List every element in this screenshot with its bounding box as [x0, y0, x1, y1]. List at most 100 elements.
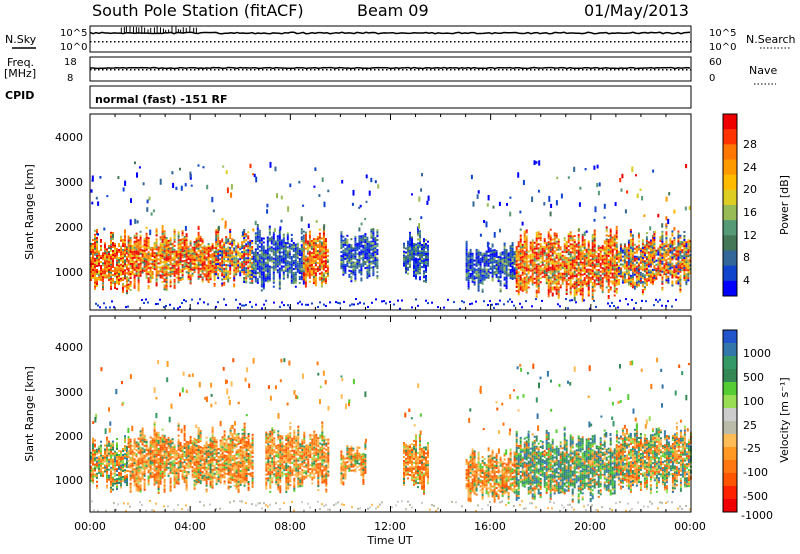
power-cell [324, 240, 327, 243]
power-cell [185, 247, 188, 250]
power-cell [609, 276, 612, 279]
power-cell [112, 254, 114, 256]
power-cell [155, 234, 158, 237]
power-cell [344, 255, 347, 258]
power-cell [491, 279, 494, 282]
power-cell [509, 263, 512, 266]
power-cell [252, 257, 255, 260]
power-cell [318, 234, 321, 237]
power-cell [539, 253, 542, 256]
power-cell [553, 258, 556, 261]
power-cell [122, 241, 124, 243]
power-cell [623, 253, 626, 256]
power-cell [487, 246, 490, 249]
nsearch-dot [446, 41, 448, 43]
power-cell [376, 257, 379, 260]
power-cell [300, 262, 303, 265]
power-cell [427, 195, 430, 201]
power-cell [112, 274, 114, 276]
power-cell [597, 277, 600, 280]
power-cell [151, 251, 154, 253]
power-cell [601, 289, 604, 292]
power-cell [557, 292, 560, 295]
power-cell [505, 271, 508, 274]
power-cell [493, 251, 496, 254]
power-cell [477, 285, 480, 288]
power-cell [503, 270, 506, 273]
power-cell [407, 248, 409, 251]
power-cell [185, 235, 188, 238]
power-cell [579, 261, 582, 264]
power-cell [108, 261, 110, 263]
power-cell [114, 268, 116, 271]
power-cell [243, 239, 246, 241]
nsearch-dot [150, 41, 152, 43]
power-cell [595, 275, 598, 278]
power-cell [290, 263, 293, 266]
power-cell [557, 262, 560, 265]
nsearch-dot [562, 41, 564, 43]
power-cell [364, 261, 367, 264]
power-cell [557, 282, 560, 285]
power-cell [147, 251, 150, 254]
power-cell [306, 252, 309, 255]
power-cell [260, 239, 263, 242]
power-cell [487, 264, 490, 267]
power-cell [511, 246, 514, 248]
power-cell [312, 278, 315, 281]
power-cell [352, 249, 355, 252]
power-cell [227, 254, 230, 257]
power-cell [344, 243, 347, 246]
power-cell [370, 242, 373, 245]
nsearch-dot [670, 41, 672, 43]
power-cell [278, 249, 281, 252]
power-cell [569, 233, 572, 236]
power-cell [280, 261, 283, 264]
power-cell [203, 261, 206, 264]
power-cell [567, 261, 570, 264]
power-cell [294, 267, 297, 270]
power-cell [503, 252, 506, 255]
power-cell [254, 278, 257, 281]
power-cell [489, 257, 492, 260]
power-cell [537, 237, 540, 240]
nsearch-dot [394, 41, 396, 43]
power-cell [229, 236, 232, 239]
power-cell [171, 256, 174, 259]
power-cell [155, 246, 158, 249]
power-cell [473, 267, 476, 270]
power-cell [376, 275, 379, 278]
power-cell [155, 276, 158, 279]
power-cell [163, 250, 166, 253]
power-cell [314, 284, 317, 287]
power-cell [603, 203, 606, 209]
nsearch-dot [662, 41, 664, 43]
power-cell [563, 279, 566, 282]
power-cell [217, 273, 220, 276]
power-cell [541, 271, 544, 274]
power-cell [278, 287, 281, 290]
power-cell [201, 238, 204, 241]
power-cell [557, 280, 560, 283]
power-cell [282, 233, 285, 236]
power-cell [577, 238, 580, 240]
power-cell [318, 262, 321, 265]
power-cell [533, 249, 536, 252]
power-cell [247, 251, 250, 254]
power-cell [205, 256, 208, 259]
nsearch-dot [214, 41, 216, 43]
nave-dot [154, 69, 156, 71]
power-cell [533, 257, 536, 260]
power-cell [507, 262, 510, 265]
nave-dot [662, 69, 664, 71]
power-cell [539, 281, 542, 284]
power-cell [104, 258, 106, 261]
power-cell [159, 262, 162, 265]
power-cell [153, 264, 156, 267]
power-cell [529, 243, 532, 246]
power-cell [254, 252, 257, 255]
power-cell [360, 253, 363, 256]
power-cell [169, 261, 172, 264]
power-cell [358, 229, 361, 232]
power-cell [372, 242, 375, 245]
